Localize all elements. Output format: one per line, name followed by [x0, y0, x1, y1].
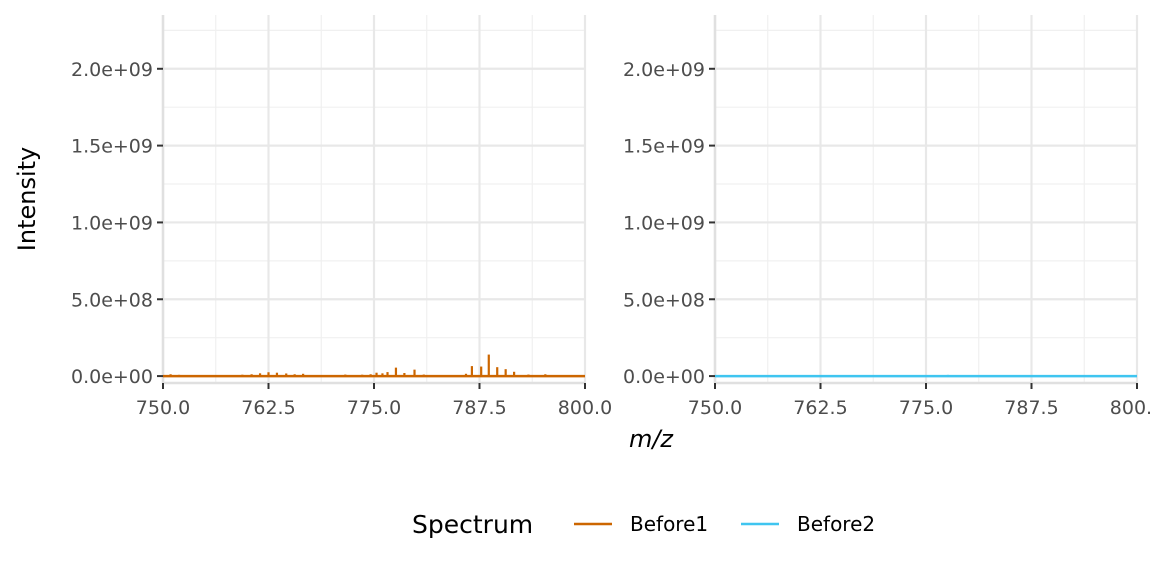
y-tick-label: 2.0e+09 — [623, 59, 705, 81]
x-axis-title: m/z — [629, 425, 674, 453]
y-tick-label: 1.0e+09 — [71, 212, 153, 234]
x-tick-label: 775.0 — [347, 397, 401, 419]
y-tick-label: 1.0e+09 — [623, 212, 705, 234]
y-tick-label: 5.0e+08 — [71, 289, 153, 311]
y-tick-label: 2.0e+09 — [71, 59, 153, 81]
x-tick-label: 762.5 — [241, 397, 295, 419]
panel-before1: 0.0e+00 5.0e+08 1.0e+09 1.5e+09 2.0e+09 750.0… — [71, 15, 612, 419]
x-tick-label: 750.0 — [688, 397, 742, 419]
y-tick-label: 1.5e+09 — [71, 136, 153, 158]
y-tick-label: 0.0e+00 — [623, 366, 705, 388]
y-tick-label: 0.0e+00 — [71, 366, 153, 388]
x-tick-label: 800.0 — [558, 397, 612, 419]
legend-title: Spectrum — [412, 510, 533, 539]
x-tick-label: 775.0 — [899, 397, 953, 419]
legend-label-before2: Before2 — [797, 512, 875, 536]
legend: Spectrum Before1 Before2 — [412, 510, 875, 539]
y-tick-label: 5.0e+08 — [623, 289, 705, 311]
panel-before2: 0.0e+00 5.0e+08 1.0e+09 1.5e+09 2.0e+09 750.0… — [623, 15, 1152, 419]
y-tick-label: 1.5e+09 — [623, 136, 705, 158]
x-tick-label: 787.5 — [1004, 397, 1058, 419]
x-tick-label: 750.0 — [136, 397, 190, 419]
legend-label-before1: Before1 — [630, 512, 708, 536]
x-tick-label: 762.5 — [793, 397, 847, 419]
x-tick-label: 800.0 — [1110, 397, 1152, 419]
x-tick-label: 787.5 — [452, 397, 506, 419]
y-axis-title: Intensity — [13, 147, 41, 251]
